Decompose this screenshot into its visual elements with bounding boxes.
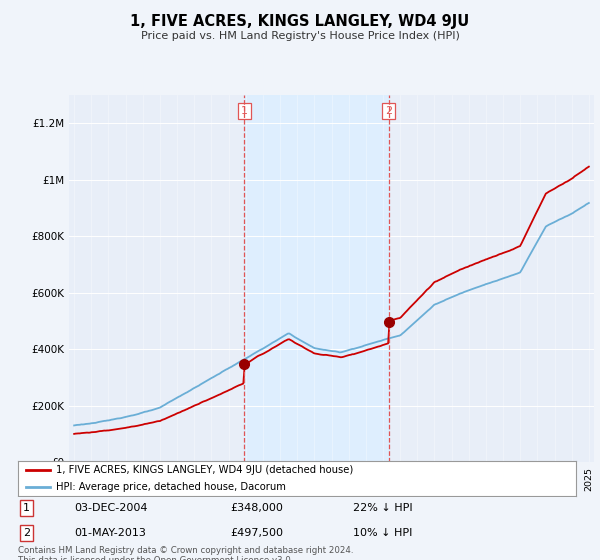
Text: 1: 1 <box>241 106 248 116</box>
Text: 03-DEC-2004: 03-DEC-2004 <box>74 503 148 513</box>
Text: 01-MAY-2013: 01-MAY-2013 <box>74 528 146 538</box>
Text: 10% ↓ HPI: 10% ↓ HPI <box>353 528 412 538</box>
Text: 22% ↓ HPI: 22% ↓ HPI <box>353 503 412 513</box>
Text: 2: 2 <box>385 106 392 116</box>
Text: Contains HM Land Registry data © Crown copyright and database right 2024.
This d: Contains HM Land Registry data © Crown c… <box>18 546 353 560</box>
Text: 1, FIVE ACRES, KINGS LANGLEY, WD4 9JU: 1, FIVE ACRES, KINGS LANGLEY, WD4 9JU <box>130 14 470 29</box>
Text: £348,000: £348,000 <box>230 503 283 513</box>
Text: 1: 1 <box>23 503 30 513</box>
Bar <box>244 95 389 462</box>
Text: £497,500: £497,500 <box>230 528 283 538</box>
Text: HPI: Average price, detached house, Dacorum: HPI: Average price, detached house, Daco… <box>56 482 286 492</box>
Text: Price paid vs. HM Land Registry's House Price Index (HPI): Price paid vs. HM Land Registry's House … <box>140 31 460 41</box>
Text: 2: 2 <box>23 528 30 538</box>
Text: 1, FIVE ACRES, KINGS LANGLEY, WD4 9JU (detached house): 1, FIVE ACRES, KINGS LANGLEY, WD4 9JU (d… <box>56 465 353 475</box>
